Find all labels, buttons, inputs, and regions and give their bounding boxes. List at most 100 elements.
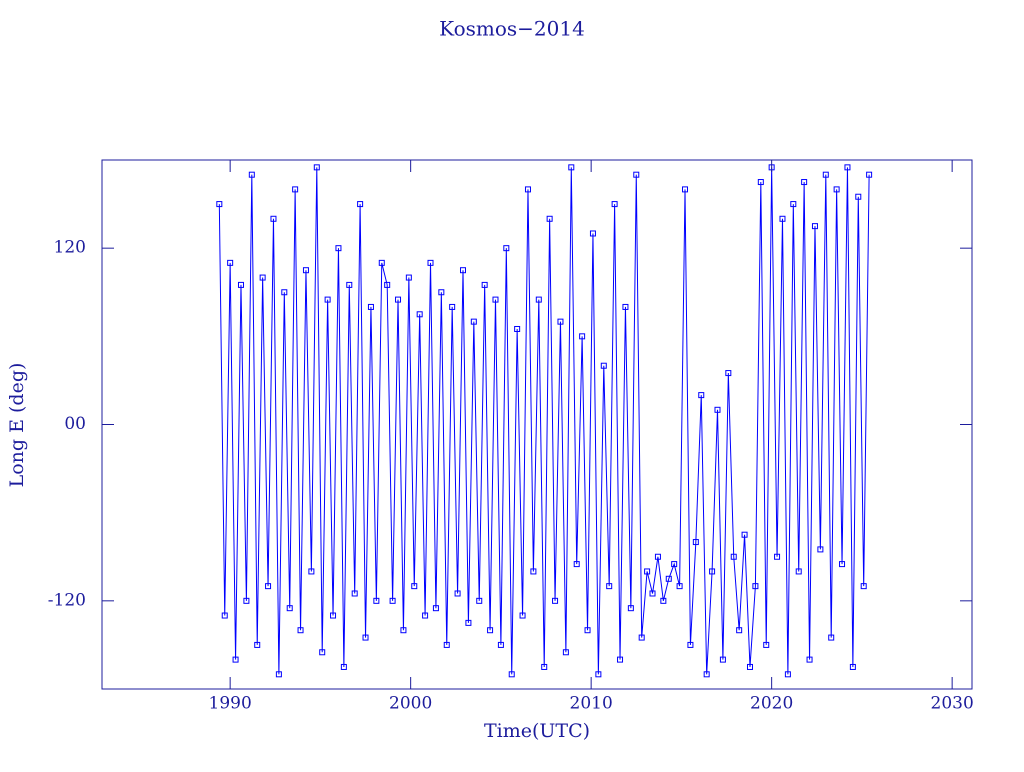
point-marker: [660, 597, 667, 604]
point-marker: [530, 568, 537, 575]
point-marker: [286, 605, 293, 612]
point-marker: [595, 671, 602, 678]
point-marker: [389, 597, 396, 604]
point-marker: [779, 215, 786, 222]
point-marker: [849, 663, 856, 670]
point-marker: [822, 171, 829, 178]
point-marker: [589, 230, 596, 237]
point-marker: [649, 590, 656, 597]
point-marker: [384, 281, 391, 288]
point-marker: [671, 561, 678, 568]
point-marker: [741, 531, 748, 538]
point-marker: [714, 406, 721, 413]
point-marker: [275, 671, 282, 678]
point-marker: [746, 663, 753, 670]
y-axis-label: Long E (deg): [6, 363, 28, 488]
point-marker: [497, 641, 504, 648]
point-marker: [395, 296, 402, 303]
point-marker: [844, 164, 851, 171]
point-marker: [330, 612, 337, 619]
point-marker: [617, 656, 624, 663]
point-marker: [443, 641, 450, 648]
point-marker: [557, 318, 564, 325]
point-marker: [254, 641, 261, 648]
point-marker: [579, 333, 586, 340]
series-line: [218, 167, 870, 675]
point-marker: [568, 164, 575, 171]
point-marker: [508, 671, 515, 678]
point-marker: [308, 568, 315, 575]
point-marker: [432, 605, 439, 612]
point-marker: [703, 671, 710, 678]
chart-title: Kosmos−2014: [439, 17, 585, 41]
point-marker: [622, 303, 629, 310]
point-marker: [817, 546, 824, 553]
point-marker: [665, 575, 672, 582]
x-tick-label: 2020: [750, 694, 793, 714]
point-marker: [243, 597, 250, 604]
point-marker: [763, 641, 770, 648]
point-marker: [627, 605, 634, 612]
point-marker: [633, 171, 640, 178]
point-marker: [335, 245, 342, 252]
point-marker: [346, 281, 353, 288]
point-marker: [654, 553, 661, 560]
point-marker: [411, 583, 418, 590]
point-marker: [730, 553, 737, 560]
point-marker: [860, 583, 867, 590]
point-marker: [611, 201, 618, 208]
point-marker: [470, 318, 477, 325]
point-marker: [541, 663, 548, 670]
x-tick-label: 2030: [931, 694, 974, 714]
point-marker: [546, 215, 553, 222]
point-marker: [676, 583, 683, 590]
point-marker: [465, 619, 472, 626]
point-marker: [584, 627, 591, 634]
point-marker: [692, 539, 699, 546]
point-marker: [281, 289, 288, 296]
point-marker: [227, 259, 234, 266]
point-marker: [698, 392, 705, 399]
point-marker: [806, 656, 813, 663]
x-tick-label: 2010: [570, 694, 613, 714]
point-marker: [682, 186, 689, 193]
point-marker: [367, 303, 374, 310]
point-marker: [270, 215, 277, 222]
point-marker: [736, 627, 743, 634]
point-marker: [638, 634, 645, 641]
point-marker: [774, 553, 781, 560]
point-marker: [503, 245, 510, 252]
point-marker: [784, 671, 791, 678]
point-marker: [265, 583, 272, 590]
x-axis-label: Time(UTC): [484, 720, 590, 742]
point-marker: [600, 362, 607, 369]
point-marker: [790, 201, 797, 208]
point-marker: [524, 186, 531, 193]
y-tick-label: 120: [54, 238, 86, 258]
point-marker: [481, 281, 488, 288]
point-marker: [237, 281, 244, 288]
point-marker: [459, 267, 466, 274]
point-marker: [573, 561, 580, 568]
point-marker: [519, 612, 526, 619]
point-marker: [687, 641, 694, 648]
point-marker: [492, 296, 499, 303]
x-tick-label: 2000: [389, 694, 432, 714]
point-marker: [449, 303, 456, 310]
point-marker: [221, 612, 228, 619]
point-marker: [232, 656, 239, 663]
point-marker: [719, 656, 726, 663]
point-marker: [259, 274, 266, 281]
point-marker: [438, 289, 445, 296]
point-marker: [405, 274, 412, 281]
point-marker: [297, 627, 304, 634]
point-marker: [357, 201, 364, 208]
point-marker: [811, 223, 818, 230]
point-marker: [562, 649, 569, 656]
point-marker: [795, 568, 802, 575]
point-marker: [416, 311, 423, 318]
point-marker: [487, 627, 494, 634]
point-marker: [378, 259, 385, 266]
point-marker: [535, 296, 542, 303]
